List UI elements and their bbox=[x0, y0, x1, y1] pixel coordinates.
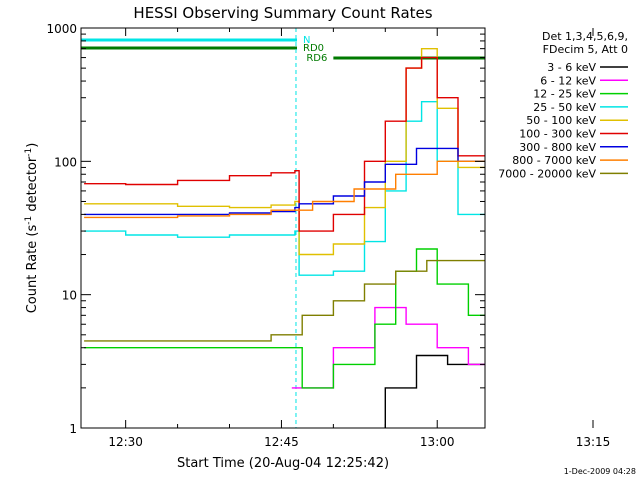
legend-entry-label: 3 - 6 keV bbox=[547, 61, 596, 74]
y-axis-label-main: Count Rate (s bbox=[25, 225, 40, 314]
y-axis-label-sup2: -1 bbox=[24, 148, 34, 157]
chart-title: HESSI Observing Summary Count Rates bbox=[133, 4, 432, 22]
series-line-7000-20000-kev bbox=[84, 259, 485, 342]
legend-entry-label: 7000 - 20000 keV bbox=[498, 167, 596, 180]
series-line-6-12-kev bbox=[291, 306, 485, 389]
y-axis-label-sup1: -1 bbox=[24, 216, 34, 225]
legend-entry-label: 25 - 50 keV bbox=[533, 101, 596, 114]
series-lines bbox=[84, 48, 485, 428]
y-tick-label: 1 bbox=[69, 422, 77, 436]
legend: Det 1,3,4,5,6,9, FDecim 5, Att 0 3 - 6 k… bbox=[498, 30, 628, 180]
legend-entry-label: 12 - 25 keV bbox=[533, 88, 596, 101]
flag-label-rd0: RD0 bbox=[303, 43, 324, 54]
series-line-3-6-kev bbox=[384, 354, 485, 428]
series-line-12-25-kev bbox=[84, 248, 485, 389]
footer-date: 1-Dec-2009 04:28 bbox=[564, 467, 636, 476]
legend-header-line2: FDecim 5, Att 0 bbox=[543, 43, 628, 56]
series-line-100-300-kev bbox=[84, 56, 485, 232]
x-tick-label: 12:30 bbox=[108, 435, 143, 449]
x-tick-label: 13:15 bbox=[576, 435, 611, 449]
flag-label-n: N bbox=[303, 35, 310, 46]
legend-entry-label: 300 - 800 keV bbox=[519, 141, 596, 154]
saa-markers bbox=[81, 28, 297, 428]
y-axis-label-end: ) bbox=[25, 143, 40, 148]
y-tick-label: 10 bbox=[62, 289, 77, 303]
legend-entry-label: 100 - 300 keV bbox=[519, 128, 596, 141]
y-axis-ticks: 1 10 100 1000 bbox=[46, 22, 485, 436]
x-axis-label: Start Time (20-Aug-04 12:25:42) bbox=[177, 456, 389, 471]
flag-label-rd6: RD6 bbox=[306, 53, 327, 64]
y-tick-label: 1000 bbox=[46, 22, 77, 36]
y-axis-label-mid: detector bbox=[25, 156, 40, 216]
series-line-800-7000-kev bbox=[84, 160, 485, 219]
legend-entry-label: 50 - 100 keV bbox=[526, 114, 596, 127]
legend-entry-label: 6 - 12 keV bbox=[540, 74, 596, 87]
y-tick-label: 100 bbox=[54, 155, 77, 169]
legend-entry-label: 800 - 7000 keV bbox=[512, 154, 596, 167]
x-tick-label: 13:00 bbox=[420, 435, 455, 449]
plot-frame bbox=[80, 27, 486, 429]
x-tick-label: 12:45 bbox=[264, 435, 299, 449]
y-axis-label: Count Rate (s-1 detector-1) bbox=[24, 143, 40, 314]
legend-header-line1: Det 1,3,4,5,6,9, bbox=[542, 30, 628, 43]
series-line-300-800-kev bbox=[84, 147, 485, 216]
